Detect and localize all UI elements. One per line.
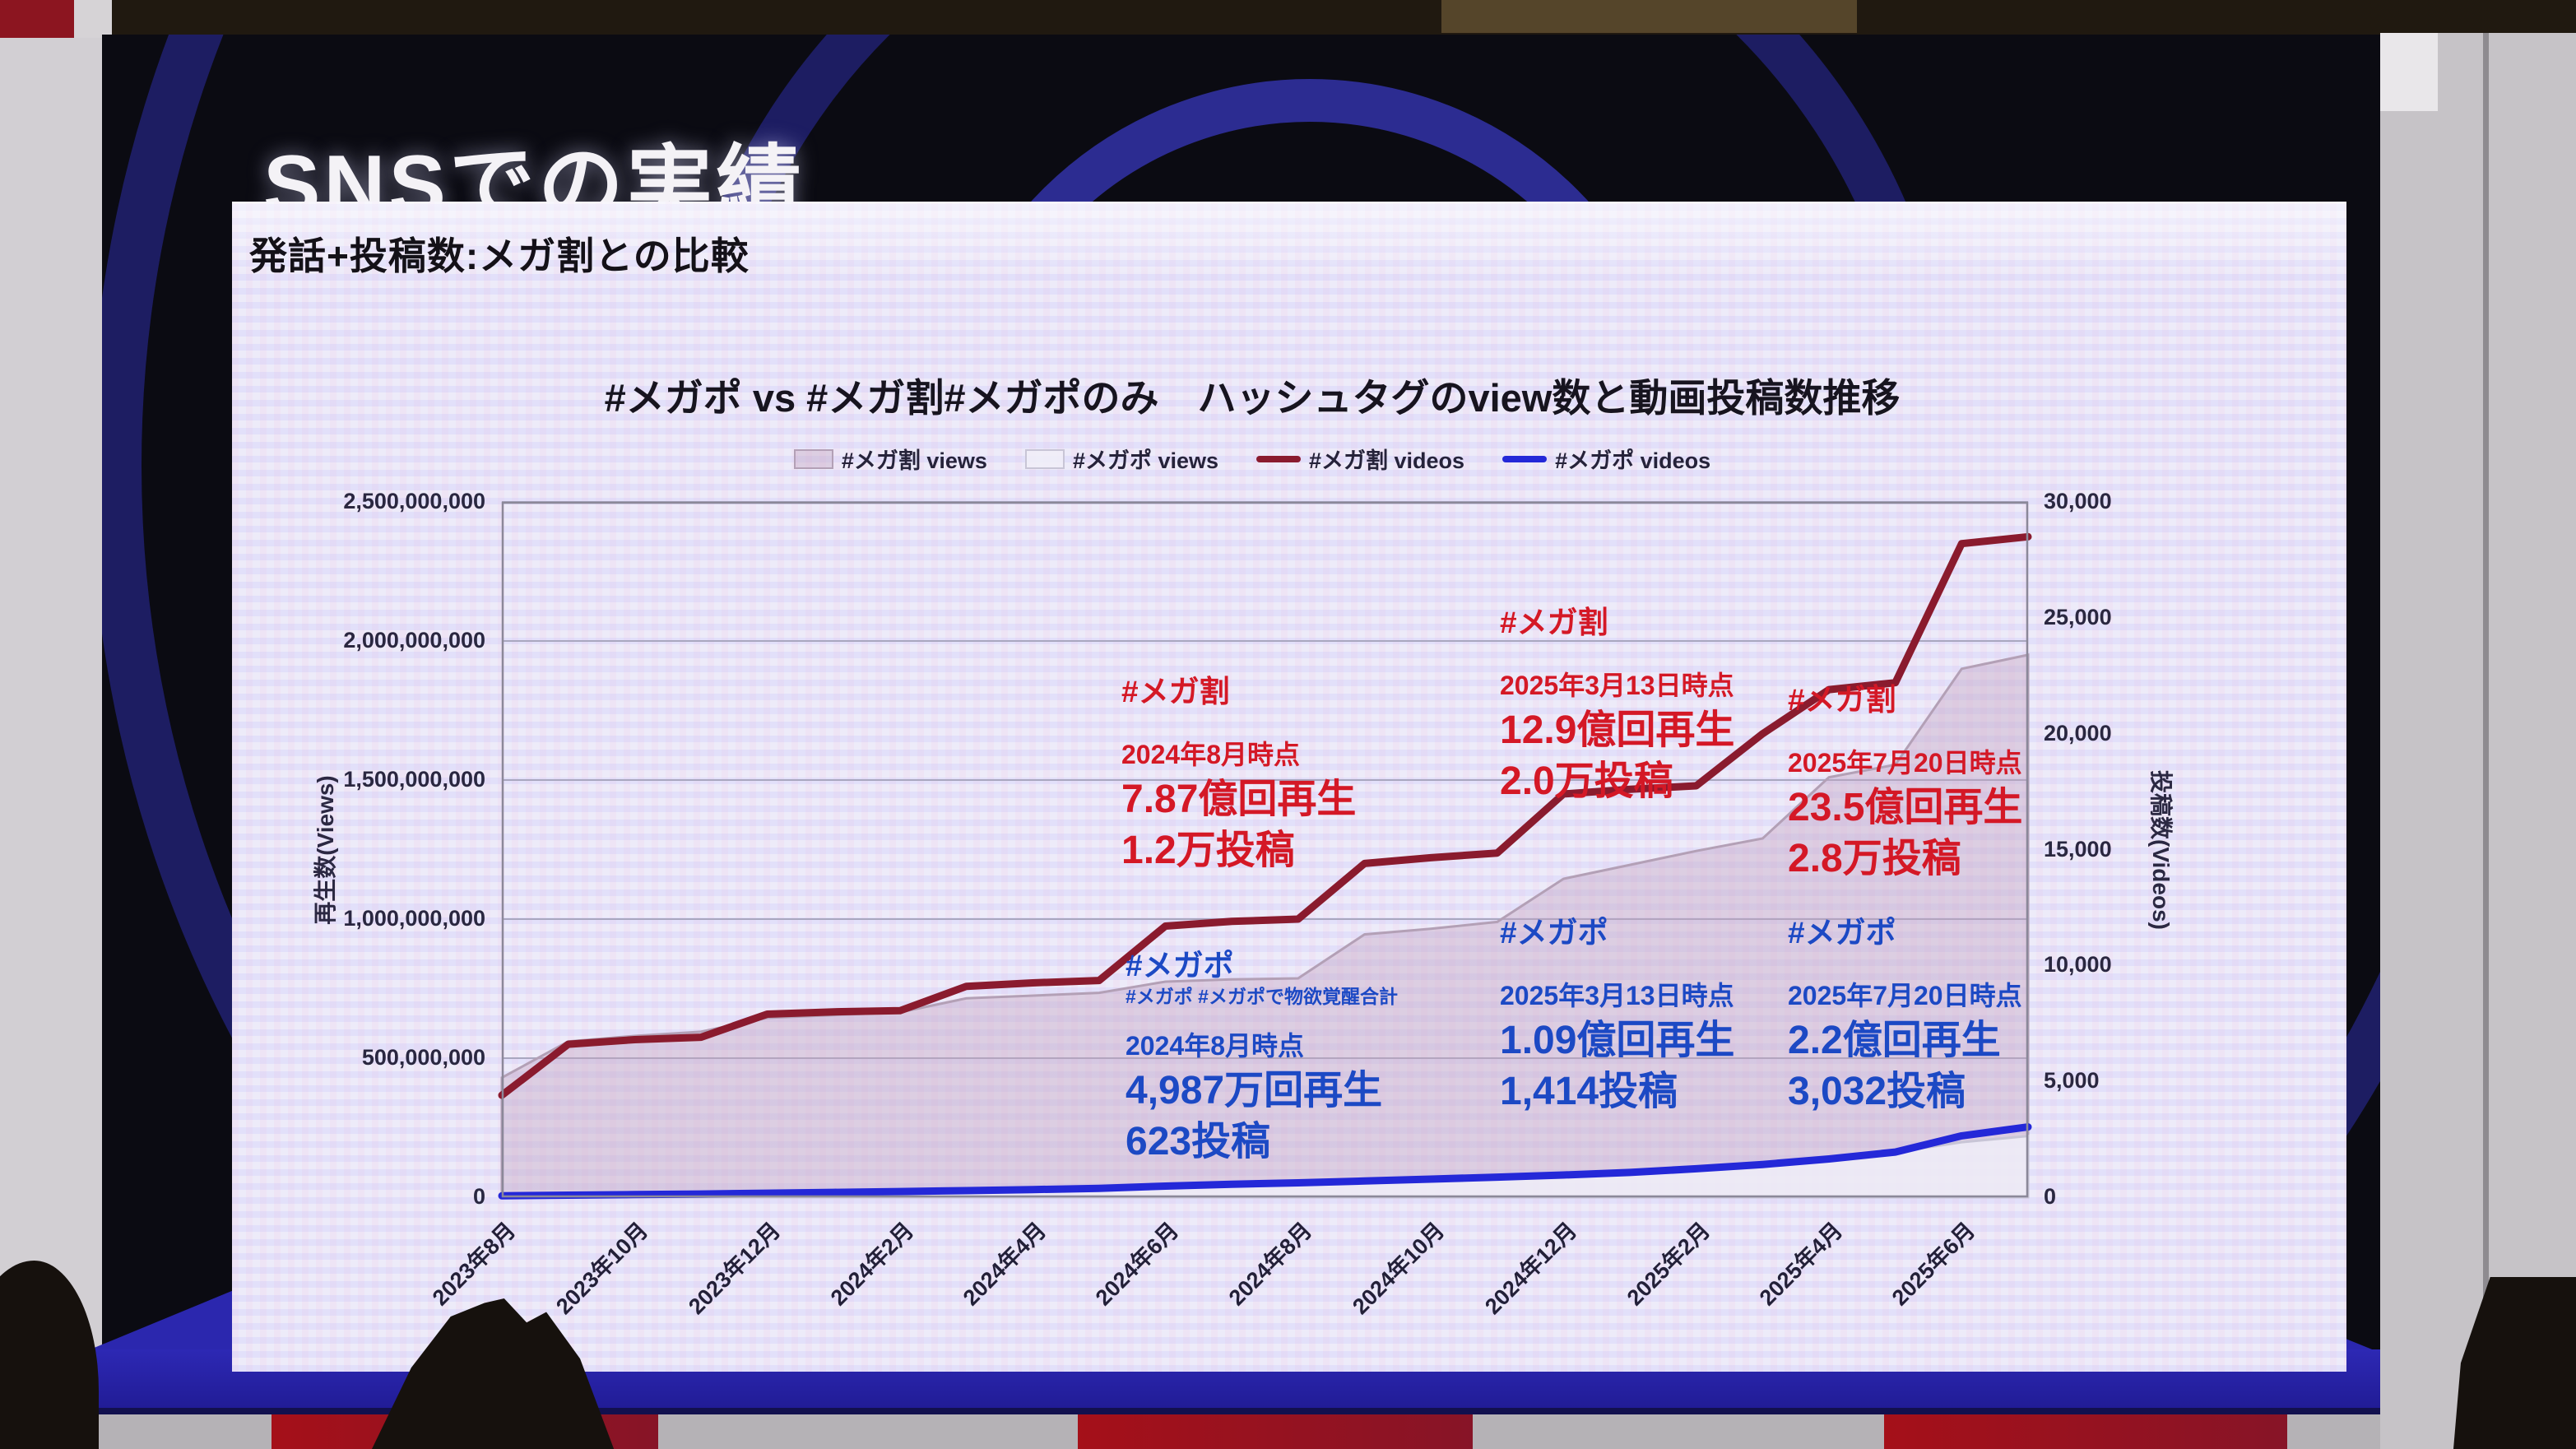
x-tick-label: 2024年2月: [825, 1217, 919, 1311]
legend-label: #メガ割 views: [841, 448, 987, 473]
annotation-sublabel: #メガポ #メガポで物欲覚醒合計: [1126, 986, 1398, 1007]
legend-area-swatch: [1024, 448, 1065, 469]
wall-red-stripe: [1884, 1414, 2287, 1449]
x-tick-label: 2024年8月: [1223, 1217, 1316, 1311]
annotation-hashtag-label: #メガ割: [1788, 683, 1896, 717]
legend-label: #メガポ videos: [1555, 448, 1711, 473]
ceiling-band: [0, 0, 2576, 38]
annotation-views-value: 1.09億回再生: [1500, 1019, 1735, 1062]
y-axis-left-title: 再生数(Views): [313, 775, 338, 925]
presentation-slide: 発話+投稿数:メガ割との比較 #メガポ vs #メガ割#メガポのみ ハッシュタグ…: [232, 202, 2346, 1372]
x-tick-label: 2023年8月: [427, 1217, 521, 1311]
y-left-tick: 1,500,000,000: [343, 767, 485, 792]
annotation-megawari: #メガ割 2025年7月20日時点 23.5億回再生 2.8万投稿: [1788, 685, 2022, 885]
chart-annotations: #メガ割 2024年8月時点 7.87億回再生 1.2万投稿 #メガ割 2025年3月13…: [502, 502, 2028, 1197]
x-tick-label: 2025年4月: [1754, 1217, 1848, 1311]
y-left-tick: 2,500,000,000: [343, 489, 485, 513]
annotation-hashtag-label: #メガポ: [1500, 916, 1608, 950]
chart-legend: #メガ割 views #メガポ views #メガ割 videos #メガポ vide…: [232, 443, 2272, 475]
annotation-posts-value: 1,414投稿: [1500, 1070, 1678, 1113]
chart-title: #メガポ vs #メガ割#メガポのみ ハッシュタグのview数と動画投稿数推移: [604, 376, 1901, 420]
x-tick-label: 2023年10月: [551, 1217, 653, 1320]
legend-item: #メガ割 views: [793, 443, 987, 475]
annotation-megapo: #メガポ 2025年3月13日時点 1.09億回再生 1,414投稿: [1500, 917, 1734, 1117]
y-right-tick: 0: [2044, 1184, 2057, 1209]
y-axis-right-title: 投稿数(Videos): [2148, 770, 2174, 930]
x-tick-label: 2024年10月: [1348, 1217, 1450, 1320]
annotation-date: 2025年3月13日時点: [1500, 981, 1734, 1010]
annotation-posts-value: 2.0万投稿: [1500, 759, 1673, 803]
annotation-megawari: #メガ割 2024年8月時点 7.87億回再生 1.2万投稿: [1121, 676, 1356, 876]
y-right-tick: 15,000: [2044, 836, 2112, 862]
y-left-tick: 500,000,000: [361, 1045, 485, 1070]
legend-line-swatch: [1256, 455, 1302, 462]
annotation-views-value: 4,987万回再生: [1126, 1069, 1383, 1112]
x-tick-label: 2024年4月: [958, 1217, 1051, 1311]
annotation-posts-value: 2.8万投稿: [1788, 837, 1961, 880]
series-line-#メガポ videos: [498, 1123, 2032, 1200]
annotation-posts-value: 3,032投稿: [1788, 1070, 1966, 1113]
annotation-views-value: 7.87億回再生: [1121, 778, 1357, 821]
wall-left: [0, 38, 102, 1449]
annotation-megawari: #メガ割 2025年3月13日時点 12.9億回再生 2.0万投稿: [1500, 607, 1734, 807]
legend-line-swatch: [1502, 455, 1548, 462]
legend-item: #メガポ views: [1024, 443, 1219, 475]
legend-item: #メガポ videos: [1502, 443, 1710, 475]
ceiling-beam: [1441, 0, 1857, 33]
legend-label: #メガ割 videos: [1309, 448, 1465, 473]
x-tick-label: 2024年12月: [1480, 1217, 1582, 1320]
annotation-date: 2024年8月時点: [1126, 1031, 1304, 1061]
y-left-tick: 2,000,000,000: [343, 628, 485, 653]
legend-area-swatch: [793, 448, 833, 469]
y-right-tick: 30,000: [2044, 489, 2112, 513]
annotation-date: 2025年7月20日時点: [1788, 981, 2022, 1010]
annotation-date: 2024年8月時点: [1121, 740, 1300, 769]
wall-right-highlight: [2380, 33, 2438, 111]
annotation-posts-value: 623投稿: [1126, 1120, 1271, 1163]
annotation-hashtag-label: #メガ割: [1121, 675, 1230, 708]
plot-border: [501, 501, 2029, 1198]
y-left-tick: 0: [472, 1184, 485, 1209]
x-tick-label: 2023年12月: [684, 1217, 786, 1320]
annotation-megapo: #メガポ #メガポ #メガポで物欲覚醒合計 2024年8月時点 4,987万回再生 62…: [1126, 950, 1398, 1168]
y-left-tick: 1,000,000,000: [343, 906, 485, 931]
annotation-megapo: #メガポ 2025年7月20日時点 2.2億回再生 3,032投稿: [1788, 917, 2022, 1117]
x-tick-label: 2025年6月: [1887, 1217, 1980, 1311]
x-tick-label: 2025年2月: [1622, 1217, 1715, 1311]
wall-seam: [2483, 33, 2489, 1449]
y-right-tick: 20,000: [2044, 720, 2112, 745]
y-right-tick: 5,000: [2044, 1068, 2100, 1094]
annotation-hashtag-label: #メガポ: [1126, 949, 1234, 982]
annotation-views-value: 23.5億回再生: [1788, 786, 2023, 829]
wall-red-stripe: [1078, 1414, 1473, 1449]
plot-svg: [498, 501, 2032, 1200]
annotation-hashtag-label: #メガ割: [1500, 606, 1608, 639]
y-right-tick: 10,000: [2044, 952, 2112, 978]
wall-right: [2380, 33, 2576, 1449]
annotation-date: 2025年7月20日時点: [1788, 748, 2022, 778]
y-right-tick: 25,000: [2044, 604, 2112, 629]
annotation-hashtag-label: #メガポ: [1788, 916, 1896, 950]
legend-item: #メガ割 videos: [1256, 443, 1464, 475]
annotation-posts-value: 1.2万投稿: [1121, 829, 1295, 872]
slide-header: 発話+投稿数:メガ割との比較: [249, 235, 750, 277]
annotation-views-value: 12.9億回再生: [1500, 708, 1735, 752]
series-line-#メガ割 videos: [498, 532, 2032, 1099]
annotation-date: 2025年3月13日時点: [1500, 671, 1734, 700]
annotation-views-value: 2.2億回再生: [1788, 1019, 2001, 1062]
x-tick-label: 2024年6月: [1091, 1217, 1184, 1311]
legend-label: #メガポ views: [1072, 448, 1219, 473]
